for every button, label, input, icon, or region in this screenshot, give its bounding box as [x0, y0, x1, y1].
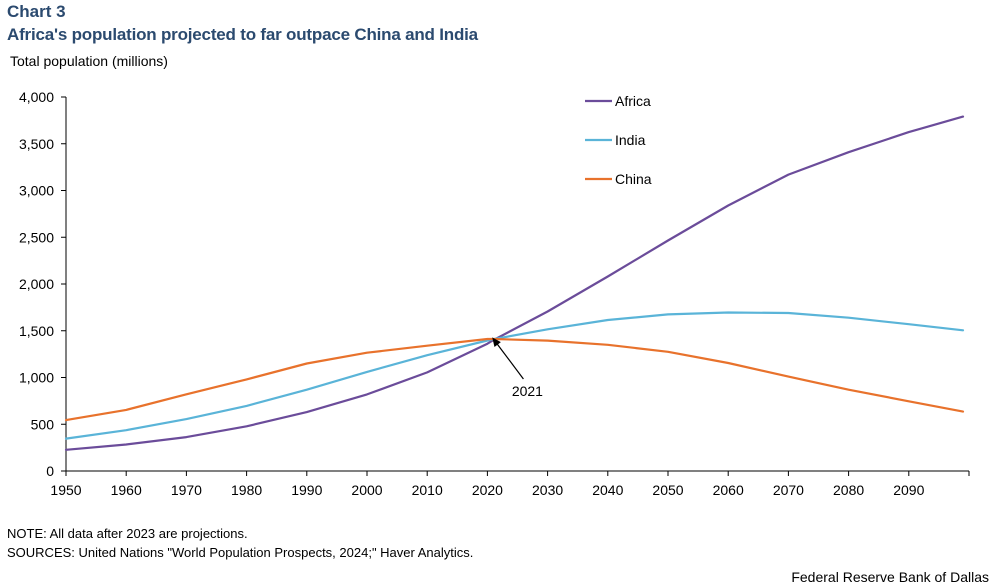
x-tick-label: 1990 [291, 482, 322, 498]
x-tick-label: 2020 [472, 482, 503, 498]
x-tick-label: 2040 [592, 482, 623, 498]
y-tick-label: 500 [31, 416, 55, 432]
x-tick-label: 2050 [652, 482, 683, 498]
sources-text: SOURCES: United Nations "World Populatio… [7, 545, 474, 560]
y-tick-label: 0 [46, 463, 54, 479]
y-tick-label: 2,500 [19, 229, 54, 245]
series-line-africa [64, 115, 965, 451]
annotation-arrow-line [495, 342, 524, 380]
y-axis-label: Total population (millions) [10, 53, 168, 69]
x-tick-label: 2090 [893, 482, 924, 498]
x-tick-label: 2010 [412, 482, 443, 498]
legend-label-china: China [615, 171, 652, 187]
chart-legend: Africa India China [585, 93, 652, 187]
chart-annotations: 2021 [492, 337, 543, 399]
y-tick-label: 3,000 [19, 183, 54, 199]
y-tick-label: 2,000 [19, 276, 54, 292]
chart-title: Africa's population projected to far out… [7, 25, 478, 44]
x-tick-label: 2070 [773, 482, 804, 498]
annotation-arrowhead [492, 337, 501, 347]
y-tick-label: 1,500 [19, 323, 54, 339]
x-tick-label: 2000 [351, 482, 382, 498]
chart-label: Chart 3 [7, 2, 66, 21]
y-tick-label: 3,500 [19, 136, 54, 152]
x-tick-label: 1950 [50, 482, 81, 498]
x-tick-label: 1960 [111, 482, 142, 498]
annotation-label: 2021 [512, 383, 543, 399]
y-tick-label: 1,000 [19, 370, 54, 386]
note-text: NOTE: All data after 2023 are projection… [7, 526, 248, 541]
y-tick-label: 4,000 [19, 89, 54, 105]
chart-axes: 0 500 1,000 1,500 2,000 2,500 3,000 3,500 4,000 1… [19, 89, 970, 498]
series-line-india [64, 311, 965, 440]
x-tick-label: 1970 [171, 482, 202, 498]
x-tick-label: 2060 [713, 482, 744, 498]
credit-text: Federal Reserve Bank of Dallas [791, 569, 989, 585]
series-line-china [64, 337, 965, 422]
legend-label-africa: Africa [615, 93, 651, 109]
x-tick-label: 2080 [833, 482, 864, 498]
x-tick-label: 1980 [231, 482, 262, 498]
legend-label-india: India [615, 132, 646, 148]
x-tick-label: 2030 [532, 482, 563, 498]
series-lines [64, 115, 965, 451]
